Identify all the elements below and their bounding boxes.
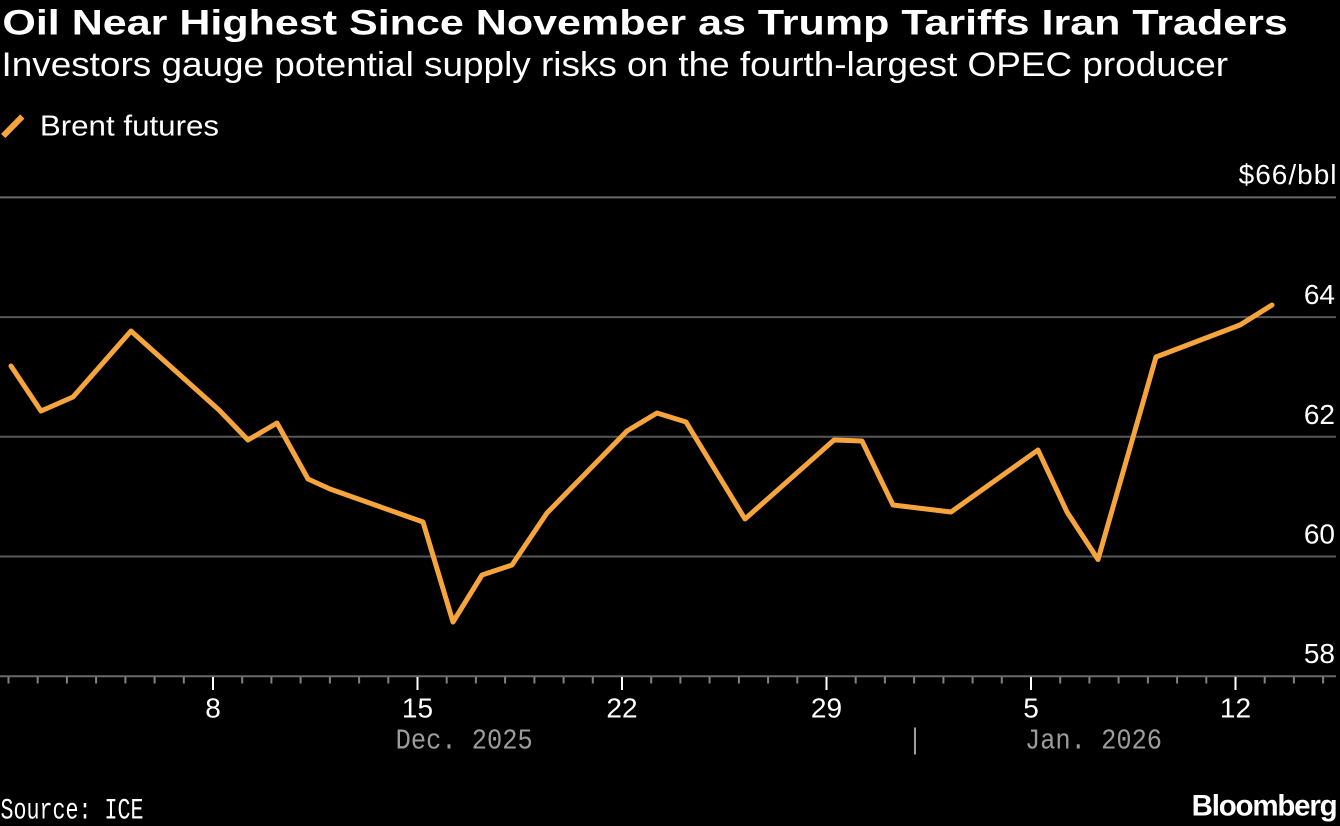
svg-text:|: | — [907, 726, 922, 758]
svg-text:$66/bbl: $66/bbl — [1239, 159, 1338, 190]
svg-text:Bloomberg: Bloomberg — [1192, 790, 1337, 823]
svg-text:60: 60 — [1304, 519, 1335, 550]
svg-text:12: 12 — [1220, 692, 1251, 723]
svg-text:5: 5 — [1023, 692, 1039, 723]
svg-text:Investors gauge potential supp: Investors gauge potential supply risks o… — [1, 45, 1228, 84]
svg-text:58: 58 — [1304, 638, 1335, 669]
svg-text:8: 8 — [205, 692, 221, 723]
svg-text:Source: ICE: Source: ICE — [1, 793, 144, 826]
svg-text:29: 29 — [811, 692, 842, 723]
svg-text:64: 64 — [1304, 279, 1335, 310]
svg-text:Dec. 2025: Dec. 2025 — [396, 726, 533, 758]
svg-text:15: 15 — [402, 692, 433, 723]
svg-text:Brent futures: Brent futures — [40, 111, 219, 143]
svg-text:Jan. 2026: Jan. 2026 — [1025, 726, 1162, 758]
svg-text:Oil Near Highest Since Novembe: Oil Near Highest Since November as Trump… — [2, 3, 1287, 43]
svg-text:62: 62 — [1304, 399, 1335, 430]
svg-text:22: 22 — [606, 692, 637, 723]
